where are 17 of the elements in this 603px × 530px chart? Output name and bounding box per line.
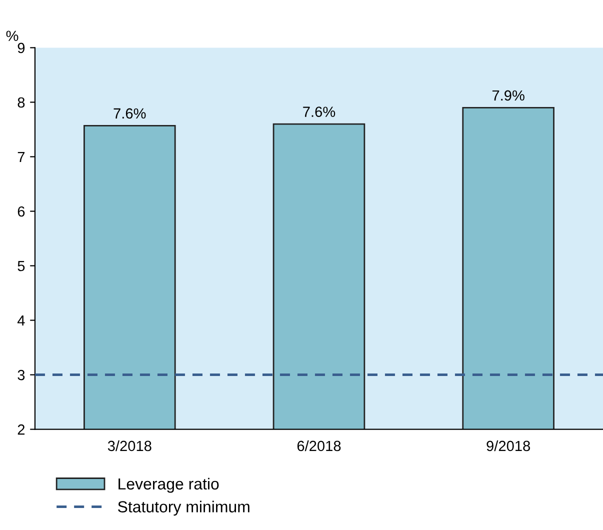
y-tick-label: 8 [18, 97, 25, 108]
x-tick-label: 3/2018 [108, 440, 152, 452]
x-tick-label: 9/2018 [486, 440, 530, 452]
y-axis-title: % [6, 30, 18, 41]
y-tick-label: 9 [18, 42, 25, 54]
y-tick-label: 6 [18, 206, 25, 217]
y-tick-label: 4 [17, 316, 25, 326]
y-tick-label: 7 [18, 152, 25, 162]
data-label: 7.6% [114, 108, 146, 119]
data-label: 7.9% [492, 90, 524, 101]
legend-label: Statutory minimum [118, 500, 250, 516]
y-tick-label: 3 [18, 370, 25, 380]
x-tick-label: 6/2018 [297, 440, 341, 452]
data-label: 7.6% [303, 106, 336, 117]
y-tick-label: 2 [18, 424, 25, 435]
y-tick-label: 5 [18, 261, 25, 272]
legend-label: Leverage ratio [118, 478, 219, 493]
